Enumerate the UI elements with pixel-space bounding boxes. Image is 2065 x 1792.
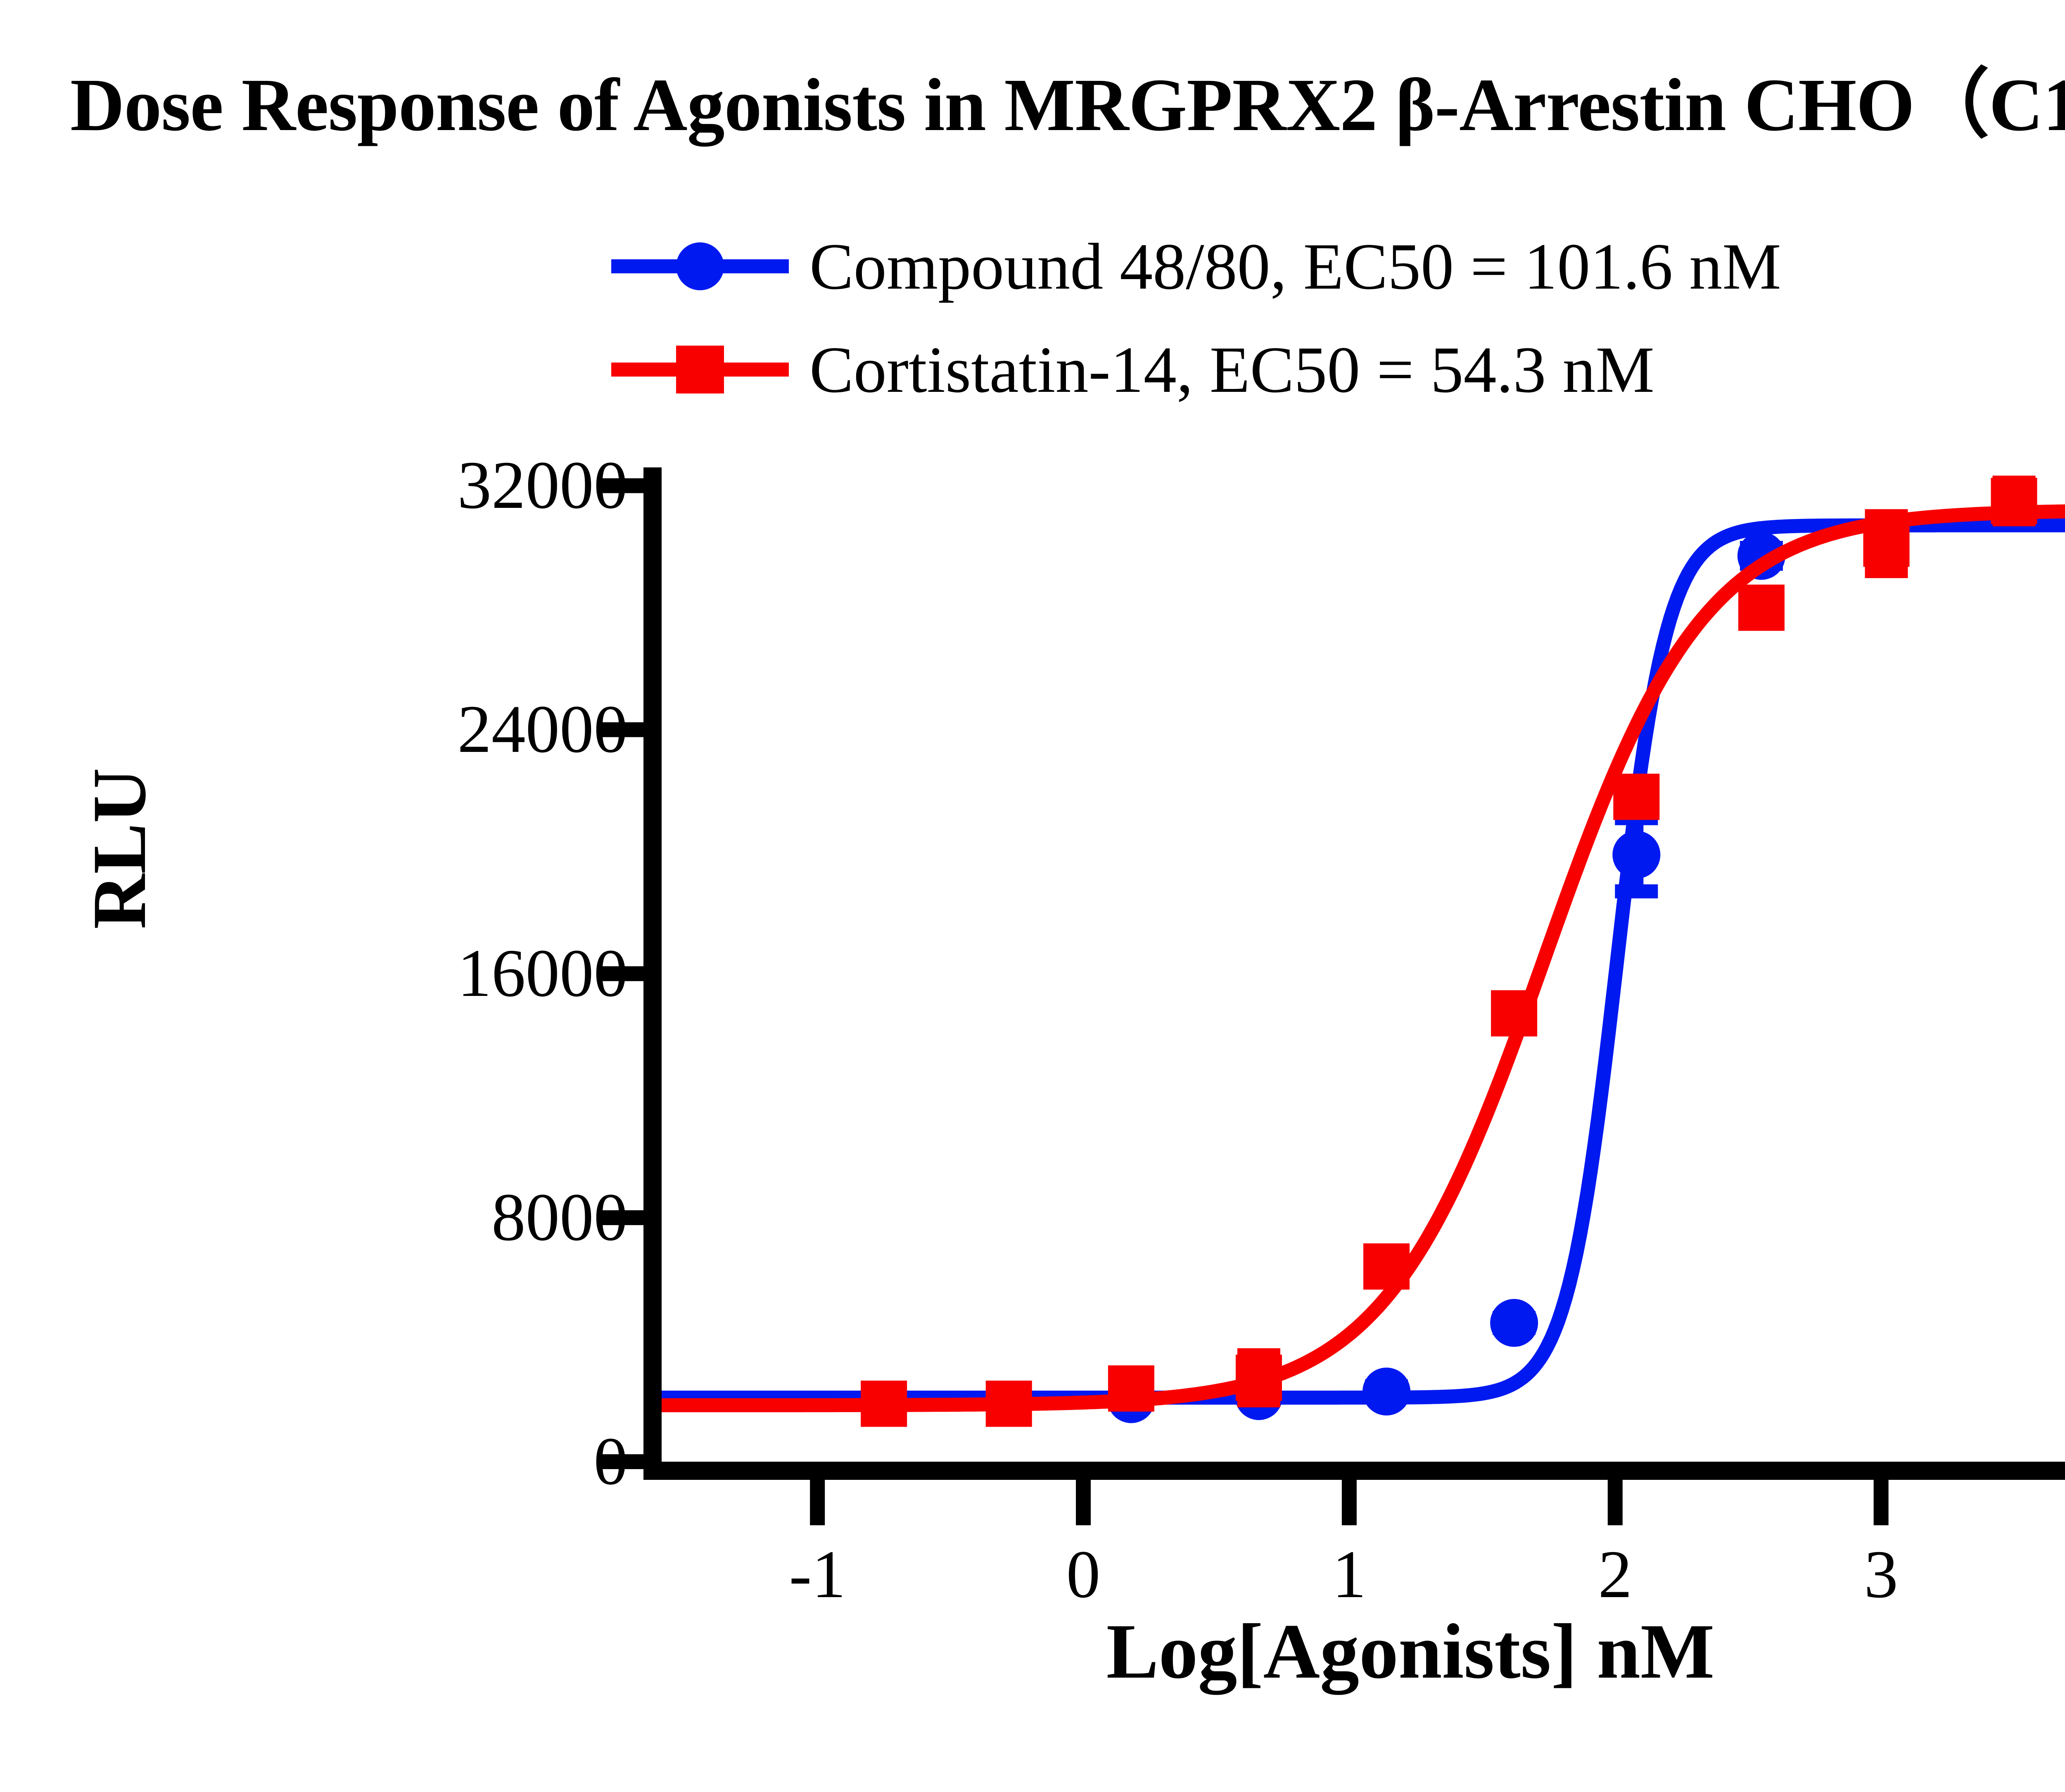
legend-key-compound-4880 — [611, 242, 789, 290]
data-point-circle[interactable] — [1612, 831, 1661, 879]
data-point-square[interactable] — [985, 1380, 1032, 1427]
data-point-square[interactable] — [1613, 773, 1660, 820]
legend-marker-circle-blue — [676, 242, 724, 290]
x-tick-label: 2 — [1598, 1536, 1633, 1612]
data-point-square[interactable] — [1991, 478, 2037, 524]
data-point-circle[interactable] — [1362, 1368, 1411, 1416]
legend-marker-square-red — [676, 346, 724, 393]
y-axis-tick — [600, 1210, 645, 1225]
y-axis-tick — [600, 966, 645, 981]
x-tick-label: 0 — [1066, 1536, 1101, 1612]
y-axis-spine — [643, 467, 662, 1472]
chart-legend: Compound 48/80, EC50 = 101.6 nM Cortista… — [611, 215, 1781, 421]
y-axis-tick — [600, 1454, 645, 1469]
data-point-square[interactable] — [1363, 1243, 1410, 1290]
data-point-square[interactable] — [1863, 520, 1910, 567]
data-point-square[interactable] — [1738, 584, 1785, 631]
y-tick-label: 32000 — [457, 447, 628, 523]
x-tick-label: 4 — [2044, 1540, 2065, 1608]
x-axis-title: Log[Agonists] nM — [1106, 1608, 1715, 1695]
legend-label-compound-4880: Compound 48/80, EC50 = 101.6 nM — [809, 230, 1781, 303]
legend-item-compound-4880[interactable]: Compound 48/80, EC50 = 101.6 nM — [611, 215, 1781, 318]
x-axis-tick — [1076, 1480, 1091, 1525]
x-tick-label: 1 — [1332, 1536, 1367, 1612]
data-series-layer — [646, 475, 2065, 1427]
legend-key-cortistatin-14 — [611, 346, 789, 393]
chart-title: Dose Response of Agonists in MRGPRX2 β-A… — [70, 64, 2065, 147]
y-tick-label: 24000 — [457, 691, 628, 767]
data-point-square[interactable] — [861, 1380, 907, 1427]
fit-curve-compound-4880 — [646, 518, 2065, 1405]
y-tick-label: 8000 — [491, 1179, 628, 1255]
data-point-square[interactable] — [1108, 1365, 1154, 1412]
x-axis-tick — [810, 1480, 825, 1525]
y-axis-tick — [600, 722, 645, 737]
data-point-square[interactable] — [1236, 1354, 1282, 1401]
x-tick-label: -1 — [789, 1536, 846, 1612]
legend-label-cortistatin-14: Cortistatin-14, EC50 = 54.3 nM — [809, 333, 1654, 406]
x-tick-label: 3 — [1864, 1536, 1898, 1612]
x-axis-tick — [1873, 1480, 1889, 1525]
data-point-circle[interactable] — [1490, 1299, 1538, 1347]
x-axis-spine — [643, 1462, 2065, 1480]
y-axis-tick — [600, 478, 645, 493]
x-axis-tick — [1341, 1480, 1357, 1525]
x-axis-tick — [1607, 1480, 1623, 1525]
fit-curve-cortistatin-14 — [646, 504, 2065, 1413]
legend-item-cortistatin-14[interactable]: Cortistatin-14, EC50 = 54.3 nM — [611, 318, 1781, 421]
data-point-square[interactable] — [1491, 990, 1538, 1037]
y-tick-label: 0 — [593, 1423, 628, 1499]
axis-layer — [600, 467, 2065, 1525]
y-tick-label: 16000 — [457, 935, 628, 1011]
